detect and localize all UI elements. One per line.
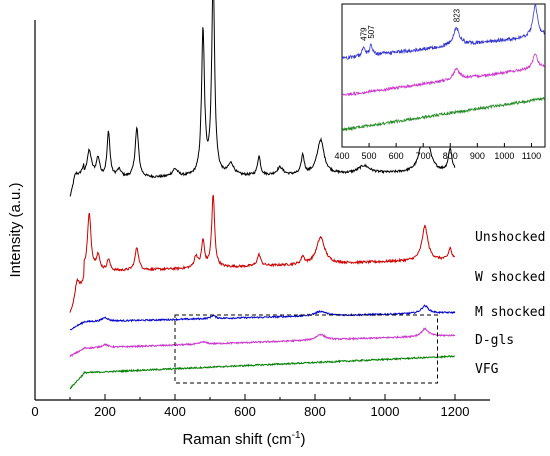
inset-peak-labels: 4795078231114	[359, 8, 461, 41]
inset-x-tick-label: 600	[389, 151, 404, 161]
main-x-tick-label: 0	[31, 404, 38, 419]
main-x-ticks: 0 200 400 600 800 1000 1200	[31, 394, 469, 419]
inset-peak-label: 823	[452, 8, 461, 22]
inset-x-tick-label: 400	[334, 151, 349, 161]
inset-x-tick-label: 1000	[494, 151, 514, 161]
series-label-unshocked: Unshocked	[475, 230, 545, 245]
inset-peak-label: 507	[367, 25, 376, 39]
series-label-d-gls: D-gls	[475, 333, 514, 348]
series-line-m-shocked	[69, 304, 456, 331]
main-x-tick-label: 600	[234, 404, 256, 419]
series-line-unshocked	[69, 0, 456, 197]
y-axis-label: Intensity (a.u.)	[7, 182, 24, 277]
inset-x-tick-label: 700	[416, 151, 431, 161]
series-label-w-shocked: W shocked	[475, 270, 545, 285]
main-x-tick-label: 400	[164, 404, 186, 419]
main-series-group	[69, 0, 456, 390]
inset-x-tick-label: 900	[470, 151, 485, 161]
inset-series-line-vfg	[342, 96, 546, 132]
x-axis-label: Raman shift (cm-1)	[182, 430, 305, 448]
main-series-labels: Unshocked W shocked M shocked D-gls VFG	[475, 230, 545, 377]
zoom-region-box	[174, 314, 438, 384]
inset-frame	[341, 3, 546, 148]
series-line-vfg	[69, 354, 456, 390]
main-x-tick-label: 1000	[371, 404, 400, 419]
series-label-vfg: VFG	[475, 362, 499, 377]
main-x-tick-label: 200	[94, 404, 116, 419]
inset-series-line-d-gls	[341, 53, 545, 97]
inset-x-ticks: 400 500 600 700 800 900 1000 1100	[334, 143, 541, 161]
main-x-tick-label: 800	[304, 404, 326, 419]
series-line-w-shocked	[69, 194, 456, 313]
inset-peak-label: 479	[359, 27, 368, 41]
inset-x-tick-label: 800	[443, 151, 458, 161]
series-line-d-gls	[69, 327, 456, 358]
inset-series-line-m-shocked	[341, 3, 546, 60]
inset-x-tick-label: 500	[362, 151, 377, 161]
series-label-m-shocked: M shocked	[475, 305, 545, 320]
main-x-tick-label: 1200	[441, 404, 470, 419]
inset-series-group	[341, 3, 546, 132]
inset-x-tick-label: 1100	[522, 151, 541, 161]
